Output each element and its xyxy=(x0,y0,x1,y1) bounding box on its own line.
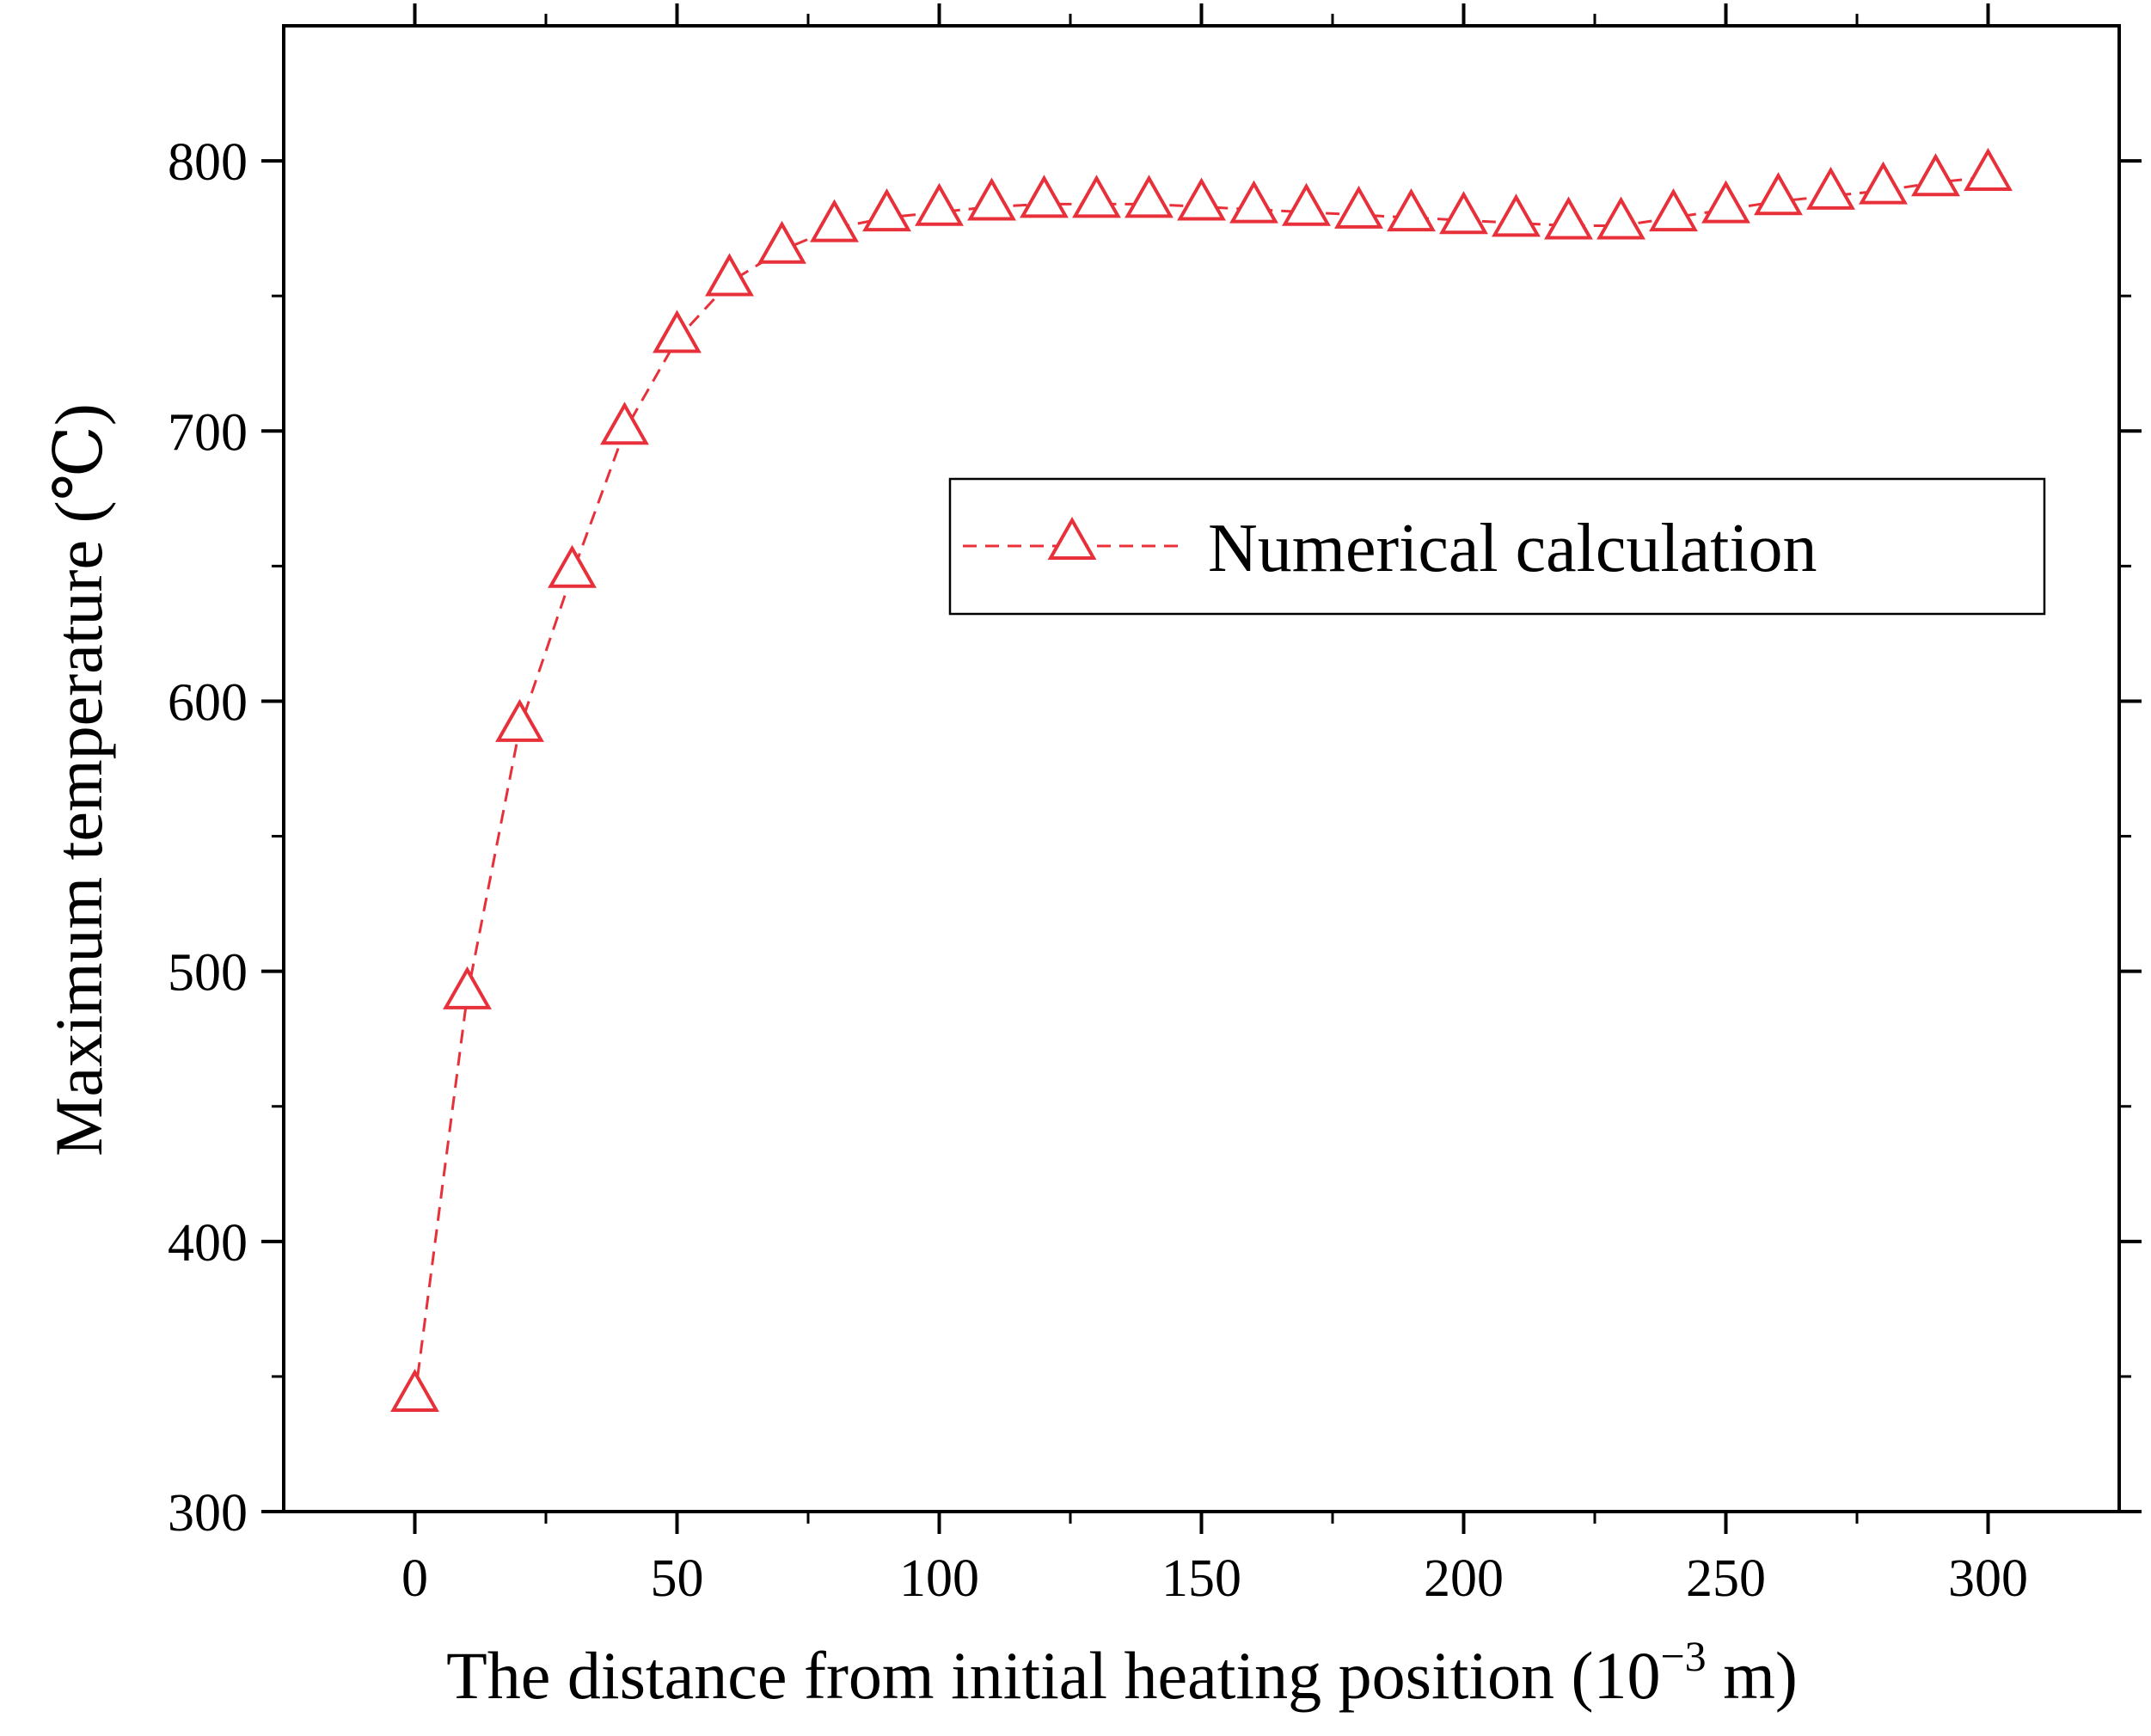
data-point-marker xyxy=(1544,196,1593,240)
data-point-marker xyxy=(915,182,964,226)
data-point-marker xyxy=(1334,185,1383,229)
y-tick-label: 600 xyxy=(168,673,248,732)
data-point-marker xyxy=(862,188,911,232)
data-point-marker xyxy=(1806,166,1855,210)
x-tick-label: 300 xyxy=(1948,1549,2028,1608)
data-point-marker xyxy=(705,253,754,297)
x-axis-title: The distance from initial heating positi… xyxy=(446,1632,1798,1713)
data-point-marker xyxy=(967,177,1016,221)
y-tick-label: 300 xyxy=(168,1484,248,1543)
x-tick-label: 100 xyxy=(899,1549,979,1608)
data-point-marker xyxy=(1439,191,1488,235)
data-point-marker xyxy=(1282,182,1331,226)
axis-ticks: 0 50 100 150 200 250 300 300 400 500 600 700 800 xyxy=(168,3,2142,1608)
data-point-marker xyxy=(1911,153,1960,197)
x-tick-label: 0 xyxy=(401,1549,428,1608)
data-point-marker xyxy=(548,544,597,588)
data-point-marker xyxy=(390,1368,439,1413)
x-axis-title-end: m) xyxy=(1707,1638,1798,1713)
data-point-marker xyxy=(1596,196,1645,240)
legend-label: Numerical calculation xyxy=(1208,511,1817,586)
data-point-marker xyxy=(600,402,649,445)
y-axis-title: Maximum temperature (℃) xyxy=(41,403,116,1156)
legend: Numerical calculation xyxy=(948,477,2046,616)
data-point-marker xyxy=(1229,180,1278,224)
y-tick-label: 800 xyxy=(168,133,248,192)
data-point-marker xyxy=(1387,188,1436,232)
x-tick-label: 50 xyxy=(651,1549,704,1608)
data-point-marker xyxy=(1859,161,1908,205)
data-point-marker xyxy=(810,199,859,242)
y-tick-label: 500 xyxy=(168,944,248,1003)
data-point-marker xyxy=(1072,175,1121,218)
data-point-marker xyxy=(757,220,806,264)
legend-marker xyxy=(1047,516,1097,560)
y-tick-label: 700 xyxy=(168,403,248,462)
data-point-marker xyxy=(1177,177,1226,221)
x-tick-label: 200 xyxy=(1424,1549,1504,1608)
series-group xyxy=(390,147,2013,1413)
data-point-marker xyxy=(1649,188,1698,232)
x-tick-label: 250 xyxy=(1686,1549,1766,1608)
plot-frame xyxy=(282,24,2121,1513)
x-tick-label: 150 xyxy=(1161,1549,1241,1608)
data-point-marker xyxy=(1964,147,2013,191)
data-point-marker xyxy=(1492,193,1541,237)
data-point-marker xyxy=(1020,175,1069,218)
data-point-marker xyxy=(495,698,544,742)
x-axis-title-superscript: −3 xyxy=(1660,1632,1706,1680)
data-point-marker xyxy=(1754,172,1803,216)
data-point-marker xyxy=(653,310,702,353)
data-point-marker xyxy=(1701,180,1750,224)
y-tick-label: 400 xyxy=(168,1214,248,1273)
data-point-marker xyxy=(1125,175,1174,218)
x-axis-title-main: The distance from initial heating positi… xyxy=(446,1638,1660,1713)
data-point-marker xyxy=(443,966,492,1009)
